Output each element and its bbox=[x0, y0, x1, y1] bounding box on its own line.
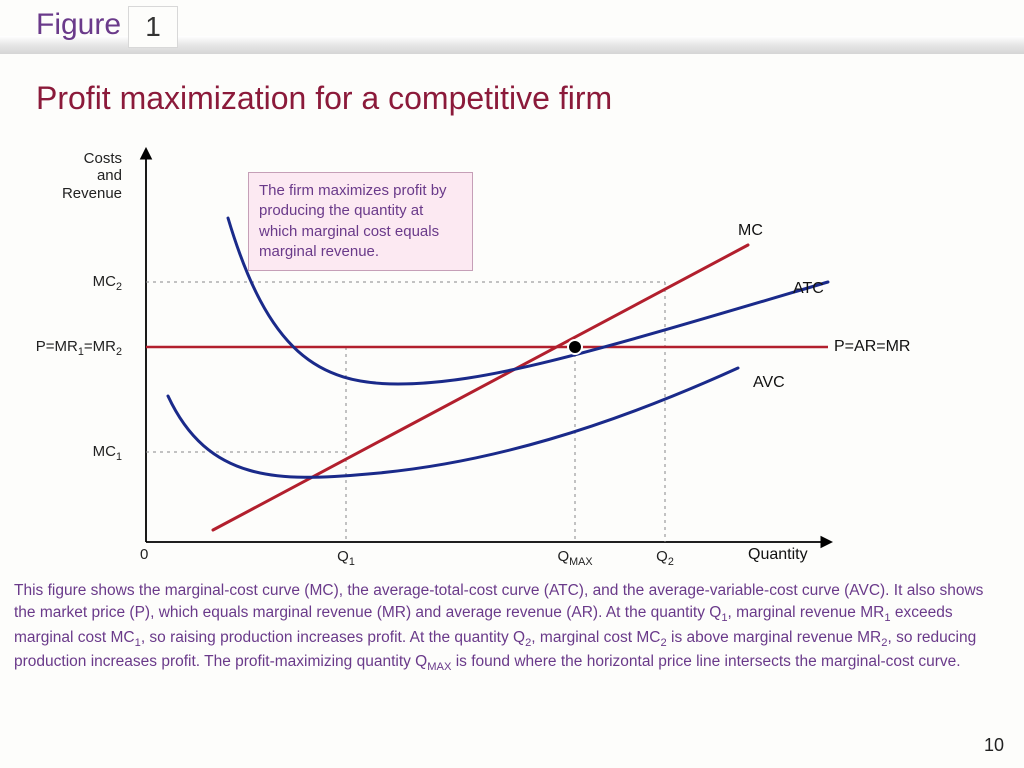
x-tick-label: Q2 bbox=[656, 548, 674, 568]
y-axis-title-line: and bbox=[36, 167, 122, 184]
curve-label-atc: ATC bbox=[793, 280, 824, 298]
x-axis-title: Quantity bbox=[748, 546, 808, 564]
chart-svg bbox=[128, 152, 828, 552]
x-tick-label: QMAX bbox=[557, 548, 592, 568]
y-axis-title: Costs and Revenue bbox=[36, 150, 122, 202]
callout-box: The firm maximizes profit by producing t… bbox=[248, 172, 473, 271]
curve-label-mc: MC bbox=[738, 222, 763, 240]
figure-label: Figure bbox=[36, 8, 121, 42]
price-line-label: P=AR=MR bbox=[834, 338, 910, 356]
y-tick-label: MC1 bbox=[4, 443, 122, 463]
chart-title: Profit maximization for a competitive fi… bbox=[36, 80, 612, 117]
origin-label: 0 bbox=[140, 546, 148, 563]
figure-header: Figure 1 bbox=[0, 8, 1024, 54]
y-tick-label: P=MR1=MR2 bbox=[4, 338, 122, 358]
y-axis-title-line: Costs bbox=[36, 150, 122, 167]
y-axis-title-line: Revenue bbox=[36, 185, 122, 202]
x-tick-label: Q1 bbox=[337, 548, 355, 568]
curve-label-avc: AVC bbox=[753, 374, 785, 392]
page-number: 10 bbox=[984, 735, 1004, 756]
figure-caption: This figure shows the marginal-cost curv… bbox=[14, 580, 1000, 675]
figure-number-box: 1 bbox=[128, 6, 178, 48]
figure-number: 1 bbox=[145, 11, 161, 43]
y-tick-label: MC2 bbox=[4, 273, 122, 293]
callout-text: The firm maximizes profit by producing t… bbox=[259, 182, 447, 260]
chart: Costs and Revenue The firm maximizes pro… bbox=[128, 152, 828, 552]
